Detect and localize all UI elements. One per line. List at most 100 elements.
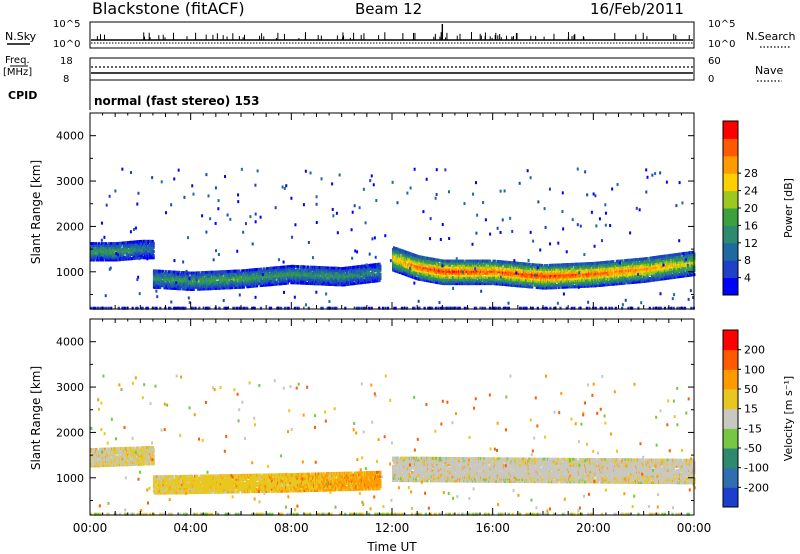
heatmap-cell	[330, 276, 334, 280]
heatmap-cell	[360, 272, 363, 276]
heatmap-cell	[288, 277, 291, 281]
heatmap-cell	[116, 244, 119, 248]
heatmap-cell	[358, 267, 361, 271]
heatmap-cell	[130, 240, 133, 244]
heatmap-cell	[229, 271, 232, 275]
heatmap-cell	[159, 269, 162, 273]
heatmap-cell	[170, 272, 173, 276]
heatmap-cell	[404, 260, 407, 264]
cpid-label: CPID	[8, 89, 37, 102]
heatmap-cell	[114, 242, 117, 246]
freq-right-tick-top: 60	[708, 56, 721, 67]
heatmap-cell	[145, 243, 148, 247]
heatmap-cell	[407, 268, 411, 272]
heatmap-cell	[352, 271, 356, 275]
heatmap-cell	[114, 258, 117, 262]
heatmap-cell	[350, 282, 353, 286]
heatmap-cell	[189, 277, 193, 281]
heatmap-cell	[217, 284, 220, 288]
heatmap-cell	[187, 287, 190, 291]
heatmap-cell	[234, 279, 238, 283]
heatmap-cell	[322, 272, 325, 276]
heatmap-cell	[379, 268, 382, 272]
heatmap-cell	[314, 274, 318, 278]
heatmap-cell	[253, 270, 256, 274]
heatmap-cell	[317, 274, 320, 278]
heatmap-cell	[325, 276, 328, 280]
heatmap-cell	[251, 284, 254, 288]
heatmap-cell	[213, 278, 216, 282]
heatmap-cell	[126, 251, 129, 255]
heatmap-cell	[268, 281, 271, 285]
heatmap-cell	[246, 268, 249, 272]
heatmap-cell	[330, 266, 334, 270]
heatmap-cell	[196, 273, 199, 277]
heatmap-cell	[407, 255, 411, 259]
heatmap-cell	[162, 274, 165, 278]
heatmap-cell	[355, 271, 358, 275]
heatmap-cell	[321, 270, 324, 274]
heatmap-cell	[145, 241, 148, 245]
freq-right-tick-bottom: 0	[708, 74, 714, 85]
heatmap-cell	[339, 283, 342, 287]
heatmap-cell	[100, 246, 103, 250]
heatmap-cell	[210, 278, 213, 282]
heatmap-cell	[366, 276, 370, 280]
heatmap-cell	[398, 252, 401, 256]
heatmap-cell	[167, 286, 171, 290]
heatmap-cell	[414, 270, 418, 274]
heatmap-cell	[351, 278, 354, 282]
heatmap-cell	[336, 275, 339, 279]
heatmap-cell	[103, 242, 106, 246]
heatmap-cell	[111, 252, 114, 256]
heatmap-cell	[372, 265, 375, 269]
heatmap-cell	[355, 279, 358, 283]
heatmap-cell	[367, 268, 371, 272]
heatmap-cell	[304, 279, 307, 283]
heatmap-cell	[267, 273, 270, 277]
heatmap-cell	[286, 281, 290, 285]
heatmap-cell	[229, 286, 232, 290]
heatmap-cell	[91, 254, 94, 258]
heatmap-cell	[139, 256, 142, 260]
heatmap-cell	[148, 243, 151, 247]
heatmap-cell	[307, 273, 311, 277]
heatmap-cell	[289, 275, 292, 279]
heatmap-cell	[274, 268, 277, 272]
heatmap-cell	[159, 286, 162, 290]
freq-left-tick-bottom: 8	[63, 74, 69, 85]
heatmap-cell	[299, 273, 302, 277]
heatmap-cell	[410, 260, 413, 264]
heatmap-cell	[120, 257, 124, 261]
heatmap-cell	[211, 287, 215, 291]
heatmap-cell	[254, 284, 257, 288]
heatmap-cell	[294, 275, 297, 279]
heatmap-cell	[310, 267, 313, 271]
heatmap-cell	[97, 248, 100, 252]
heatmap-cell	[162, 280, 165, 284]
heatmap-cell	[239, 277, 242, 281]
nsky-label: N.Sky	[5, 30, 37, 43]
heatmap-cell	[286, 269, 290, 273]
heatmap-cell	[104, 254, 108, 258]
heatmap-cell	[203, 279, 206, 283]
heatmap-cell	[126, 247, 129, 251]
heatmap-cell	[102, 258, 105, 262]
heatmap-cell	[141, 252, 144, 256]
heatmap-cell	[406, 257, 410, 261]
heatmap-cell	[221, 270, 224, 274]
heatmap-cell	[370, 263, 373, 267]
heatmap-cell	[231, 286, 234, 290]
heatmap-cell	[211, 270, 214, 274]
heatmap-cell	[189, 287, 193, 291]
heatmap-cell	[239, 275, 242, 279]
heatmap-cell	[182, 285, 186, 289]
heatmap-cell	[279, 278, 282, 282]
heatmap-cell	[265, 283, 268, 287]
heatmap-cell	[257, 267, 260, 271]
heatmap-cell	[399, 271, 402, 275]
heatmap-cell	[123, 257, 126, 261]
heatmap-cell	[92, 242, 95, 246]
heatmap-cell	[337, 271, 341, 275]
heatmap-cell	[373, 277, 376, 281]
